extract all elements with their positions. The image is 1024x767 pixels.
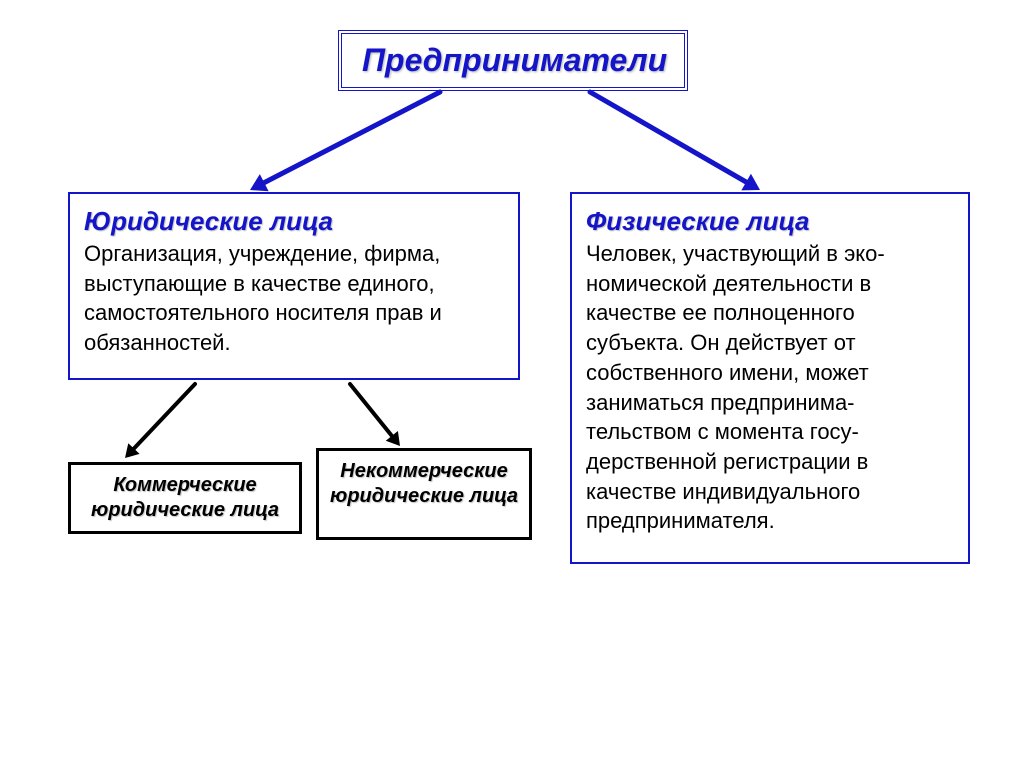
commercial-node: Коммерческие юридические лица bbox=[68, 462, 302, 534]
commercial-label: Коммерческие юридические лица bbox=[91, 474, 279, 521]
physical-entities-body: Человек, участвующий в эко-номической де… bbox=[586, 239, 954, 536]
noncommercial-label: Некоммерческие юридические лица bbox=[330, 460, 518, 507]
root-node: Предприниматели bbox=[338, 30, 688, 91]
legal-entities-node: Юридические лица Организация, учреждение… bbox=[68, 192, 520, 380]
physical-entities-node: Физические лица Человек, участвующий в э… bbox=[570, 192, 970, 564]
root-title: Предприниматели bbox=[362, 42, 667, 78]
legal-entities-body: Организация, учреждение, фирма, выступаю… bbox=[84, 239, 504, 358]
noncommercial-node: Некоммерческие юридические лица bbox=[316, 448, 532, 540]
legal-entities-title: Юридические лица bbox=[84, 204, 504, 239]
physical-entities-title: Физические лица bbox=[586, 204, 954, 239]
